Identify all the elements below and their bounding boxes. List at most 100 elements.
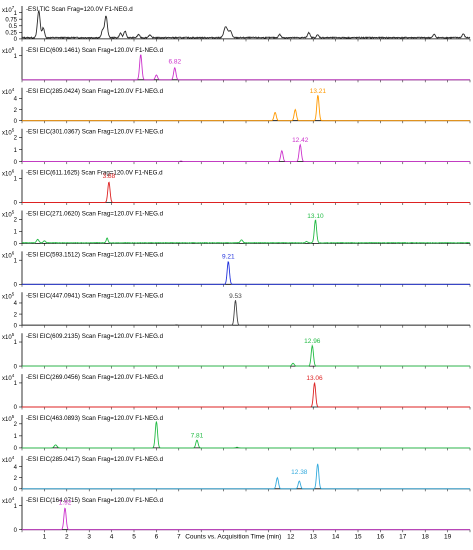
y-tick-label: 1 — [14, 54, 18, 60]
panel-title: -ESI EIC(285.0424) Scan Frag=120.0V F1-N… — [26, 88, 164, 95]
y-tick-label: 0 — [14, 37, 18, 43]
series-line — [22, 143, 470, 163]
chart-panel-7: -ESI EIC(593.1512) Scan Frag=120.0V F1-N… — [2, 250, 471, 289]
chart-panel-5: -ESI EIC(611.1625) Scan Frag=120.0V F1-N… — [2, 169, 471, 207]
x-tick-label: 16 — [377, 534, 385, 541]
series-line — [21, 219, 471, 244]
peak-label: 13.21 — [310, 88, 327, 95]
y-tick-label: 2 — [14, 218, 18, 224]
y-tick-label: 1 — [14, 381, 18, 387]
panel-title: -ESI EIC(609.1461) Scan Frag=120.0V F1-N… — [26, 47, 164, 54]
y-tick-label: 1 — [14, 11, 18, 17]
chart-panel-4: -ESI EIC(301.0367) Scan Frag=120.0V F1-N… — [2, 128, 471, 166]
y-tick-label: 1 — [14, 340, 18, 346]
y-exponent-label: x105 — [2, 46, 15, 55]
y-tick-label: 4 — [14, 97, 18, 103]
y-exponent-label: x104 — [2, 373, 15, 382]
chart-panel-3: -ESI EIC(285.0424) Scan Frag=120.0V F1-N… — [2, 87, 471, 125]
panel-title: -ESI EIC(271.0620) Scan Frag=120.0V F1-N… — [26, 211, 164, 218]
series-line — [22, 94, 470, 122]
y-tick-label: 2 — [14, 422, 18, 428]
x-tick-label: 17 — [399, 534, 407, 541]
y-exponent-label: x106 — [2, 250, 15, 259]
panel-title: -ESI EIC(301.0367) Scan Frag=120.0V F1-N… — [26, 129, 164, 136]
y-tick-label: 1 — [14, 434, 18, 440]
panel-title: -ESI EIC(285.0417) Scan Frag=120.0V F1-N… — [26, 456, 164, 463]
chart-panel-10: -ESI EIC(269.0456) Scan Frag=120.0V F1-N… — [2, 373, 471, 411]
y-tick-label: 0 — [14, 446, 18, 452]
x-tick-label: 19 — [444, 534, 452, 541]
peak-label: 9.21 — [222, 254, 235, 261]
y-exponent-label: x106 — [2, 169, 15, 178]
y-tick-label: 0 — [14, 323, 18, 329]
peak-label: 6.82 — [168, 58, 181, 65]
chart-panel-8: -ESI EIC(447.0941) Scan Frag=120.0V F1-N… — [2, 291, 471, 329]
series-line — [22, 54, 470, 81]
y-tick-label: 0.25 — [5, 31, 17, 37]
x-tick-label: 6 — [155, 534, 159, 541]
peak-label: 13.10 — [307, 213, 324, 220]
x-tick-label: 5 — [132, 534, 136, 541]
series-line — [22, 463, 470, 490]
chart-panel-13: -ESI EIC(164.0715) Scan Frag=120.0V F1-N… — [2, 496, 471, 534]
x-tick-label: 18 — [422, 534, 430, 541]
y-tick-label: 1 — [14, 177, 18, 183]
y-exponent-label: x105 — [2, 291, 15, 300]
chart-panel-11: -ESI EIC(463.0893) Scan Frag=120.0V F1-N… — [2, 414, 471, 452]
y-tick-label: 1 — [14, 504, 18, 510]
peak-label: 12.38 — [291, 469, 308, 476]
x-tick-label: 4 — [110, 534, 114, 541]
panel-title: -ESI EIC(609.2135) Scan Frag=120.0V F1-N… — [26, 333, 164, 340]
y-tick-label: 2 — [14, 136, 18, 142]
series-line — [22, 261, 470, 285]
chart-panel-12: -ESI EIC(285.0417) Scan Frag=120.0V F1-N… — [2, 455, 471, 493]
y-tick-label: 0 — [14, 119, 18, 125]
series-line — [22, 381, 470, 408]
y-exponent-label: x104 — [2, 455, 15, 464]
panel-title: -ESI EIC(164.0715) Scan Frag=120.0V F1-N… — [26, 497, 164, 504]
y-tick-label: 0 — [14, 242, 18, 248]
panel-title: -ESI EIC(447.0941) Scan Frag=120.0V F1-N… — [26, 292, 164, 299]
y-tick-label: 0 — [14, 201, 18, 207]
series-line — [22, 344, 470, 367]
y-tick-label: 1 — [14, 230, 18, 236]
y-tick-label: 2 — [14, 312, 18, 318]
x-tick-label: 12 — [287, 534, 295, 541]
x-tick-label: 2 — [65, 534, 69, 541]
peak-label: 1.92 — [59, 500, 72, 507]
chart-panel-9: -ESI EIC(609.2135) Scan Frag=120.0V F1-N… — [2, 332, 471, 370]
x-tick-label: 7 — [177, 534, 181, 541]
y-exponent-label: x105 — [2, 210, 15, 219]
chart-panel-2: -ESI EIC(609.1461) Scan Frag=120.0V F1-N… — [2, 46, 471, 83]
panel-title: -ESI EIC(269.0456) Scan Frag=120.0V F1-N… — [26, 374, 164, 381]
peak-label: 13.06 — [306, 375, 323, 382]
y-tick-label: 4 — [14, 301, 18, 307]
series-line — [21, 9, 471, 40]
peak-label: 9.53 — [229, 293, 242, 300]
y-tick-label: 0 — [14, 405, 18, 411]
x-tick-label: 14 — [332, 534, 340, 541]
y-exponent-label: x107 — [2, 5, 15, 14]
chart-panel-6: -ESI EIC(271.0620) Scan Frag=120.0V F1-N… — [2, 210, 471, 248]
y-exponent-label: x105 — [2, 414, 15, 423]
panel-title: -ESI EIC(593.1512) Scan Frag=120.0V F1-N… — [26, 251, 164, 258]
series-line — [22, 300, 470, 326]
peak-label: 12.96 — [304, 338, 321, 345]
y-tick-label: 2 — [14, 108, 18, 114]
y-tick-label: 0 — [14, 487, 18, 493]
y-tick-label: 2 — [14, 476, 18, 482]
y-exponent-label: x104 — [2, 87, 15, 96]
y-tick-label: 0 — [14, 528, 18, 534]
series-line — [22, 181, 470, 203]
peak-label: 7.81 — [191, 432, 204, 439]
y-exponent-label: x105 — [2, 332, 15, 341]
y-exponent-label: x105 — [2, 128, 15, 137]
series-line — [22, 507, 470, 531]
x-axis-title: Counts vs. Acquisition Time (min) — [185, 534, 281, 541]
panel-title: -ESI TIC Scan Frag=120.0V F1-NEG.d — [26, 6, 133, 13]
y-tick-label: 0 — [14, 364, 18, 370]
y-tick-label: 0 — [14, 160, 18, 166]
x-tick-label: 1 — [43, 534, 47, 541]
